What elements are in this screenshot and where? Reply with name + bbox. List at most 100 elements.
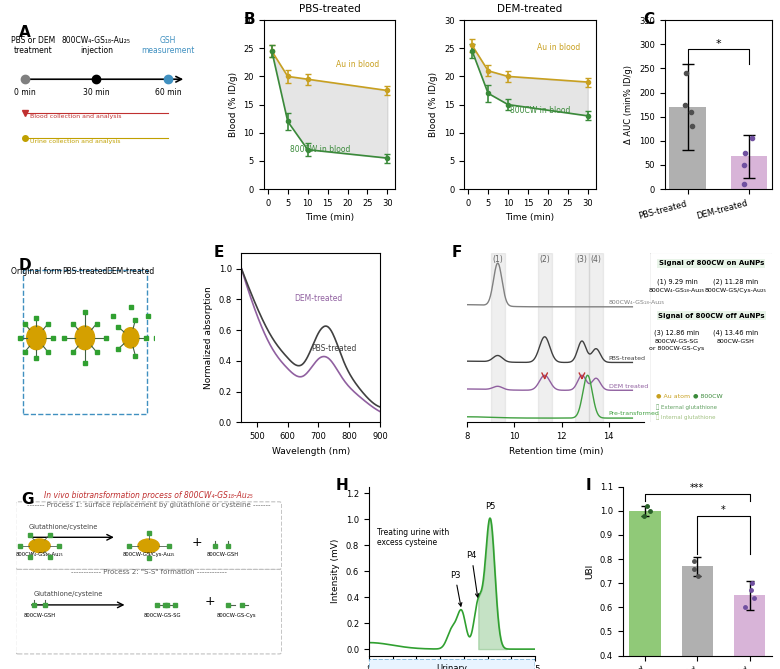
Text: 800CW in blood: 800CW in blood (510, 106, 571, 115)
Text: PBS-treated: PBS-treated (62, 267, 108, 276)
Text: ⟝ Internal glutathione: ⟝ Internal glutathione (656, 414, 716, 420)
Text: Treating urine with
excess cysteine: Treating urine with excess cysteine (378, 528, 449, 547)
DEM-treated (274, 354, 283, 362)
PBS-treated (243, 279, 252, 287)
Text: ------- Process 1: surface replacement by glutathione or cysteine -------: ------- Process 1: surface replacement b… (27, 502, 271, 508)
Text: 800CW in blood: 800CW in blood (290, 145, 350, 154)
Circle shape (27, 326, 46, 350)
X-axis label: Retention time (min): Retention time (min) (509, 447, 603, 456)
Text: Urine collection and analysis: Urine collection and analysis (30, 139, 120, 145)
Bar (734, 595, 765, 669)
Text: +: + (191, 536, 202, 549)
Text: 800CW-GSH: 800CW-GSH (207, 552, 239, 557)
PBS-treated (375, 403, 385, 411)
Text: (1): (1) (492, 255, 503, 264)
Text: C: C (643, 11, 654, 27)
Y-axis label: Intensity (mV): Intensity (mV) (332, 539, 340, 603)
PBS-treated (237, 265, 246, 273)
DEM-treated (245, 291, 254, 299)
DEM-treated (363, 399, 373, 407)
Text: 0 min: 0 min (14, 88, 35, 97)
Bar (731, 157, 768, 189)
Bar (682, 566, 713, 669)
Text: 800CW-GS/Cys-Au₂₅: 800CW-GS/Cys-Au₂₅ (122, 552, 175, 557)
Text: (2): (2) (539, 255, 550, 264)
Y-axis label: Blood (% ID/g): Blood (% ID/g) (229, 72, 238, 137)
Text: *: * (722, 505, 726, 515)
Text: (3): (3) (576, 255, 587, 264)
Text: F: F (452, 245, 463, 260)
Bar (491, 254, 505, 422)
Text: G: G (21, 492, 34, 506)
Text: Urinary: Urinary (437, 664, 467, 669)
FancyBboxPatch shape (369, 659, 535, 669)
Text: ⟝ External glutathione: ⟝ External glutathione (656, 404, 718, 410)
Text: ● Au atom: ● Au atom (656, 393, 690, 398)
Text: 800CW-GSH: 800CW-GSH (23, 613, 55, 617)
Text: PBS-treated: PBS-treated (609, 356, 646, 361)
Text: Pre-transformed: Pre-transformed (609, 411, 660, 416)
Text: ● 800CW: ● 800CW (693, 393, 722, 398)
Text: PBS or DEM
treatment: PBS or DEM treatment (12, 35, 55, 55)
Text: P5: P5 (485, 502, 495, 510)
Text: Au in blood: Au in blood (336, 60, 379, 70)
Circle shape (138, 539, 159, 553)
Bar (629, 510, 661, 669)
Text: ***: *** (690, 484, 704, 494)
Text: Au in blood: Au in blood (537, 43, 580, 52)
Text: ------------ Process 2: "S-S" formation ------------: ------------ Process 2: "S-S" formation … (71, 569, 226, 575)
Text: GSH
measurement: GSH measurement (141, 35, 195, 55)
DEM-treated (368, 403, 378, 411)
Text: or 800CW-GS-Cys: or 800CW-GS-Cys (650, 346, 704, 351)
Text: +: + (204, 595, 215, 608)
Text: *: * (715, 39, 722, 49)
Text: A: A (20, 25, 31, 40)
Text: Signal of 800CW on AuNPs: Signal of 800CW on AuNPs (658, 260, 764, 266)
Text: D: D (19, 258, 31, 274)
Line: PBS-treated: PBS-treated (242, 269, 380, 407)
DEM-treated (263, 335, 272, 343)
PBS-treated (368, 399, 378, 407)
Y-axis label: Δ AUC (min% ID/g): Δ AUC (min% ID/g) (624, 65, 633, 144)
PBS-treated (274, 343, 283, 351)
Text: 800CW₄-GS₁₈-Au₂₅
injection: 800CW₄-GS₁₈-Au₂₅ injection (62, 35, 131, 55)
Y-axis label: Blood (% ID/g): Blood (% ID/g) (429, 72, 438, 137)
Bar (669, 107, 706, 189)
Text: Blood collection and analysis: Blood collection and analysis (30, 114, 122, 119)
X-axis label: Wavelength (nm): Wavelength (nm) (271, 447, 350, 456)
Text: P4: P4 (466, 551, 479, 597)
DEM-treated (243, 282, 252, 290)
PBS-treated (245, 286, 254, 294)
Text: 800CW-GS-Cys: 800CW-GS-Cys (217, 613, 257, 617)
X-axis label: Time (min): Time (min) (505, 213, 555, 222)
Text: H: H (335, 478, 349, 493)
Y-axis label: UBI: UBI (585, 563, 594, 579)
Text: (2) 11.28 min: (2) 11.28 min (713, 279, 758, 285)
Text: E: E (214, 245, 224, 260)
Text: In vivo biotransformation process of 800CW₄-GS₁₈-Au₂₅: In vivo biotransformation process of 800… (44, 490, 253, 500)
Text: 800CW-GSH: 800CW-GSH (717, 339, 754, 344)
Text: (4): (4) (590, 255, 601, 264)
Text: P3: P3 (450, 571, 462, 606)
Bar (23, 270, 147, 414)
Text: 800CW₄-GS₁₈-Au₂₅: 800CW₄-GS₁₈-Au₂₅ (649, 288, 705, 293)
Title: PBS-treated: PBS-treated (299, 4, 360, 14)
Text: DEM-treated: DEM-treated (294, 294, 342, 302)
Circle shape (122, 328, 139, 348)
Text: 800CW-GS-SG: 800CW-GS-SG (144, 613, 181, 617)
PBS-treated (363, 395, 373, 403)
Text: 800CW-GS/Cys-Au₂₅: 800CW-GS/Cys-Au₂₅ (704, 288, 767, 293)
Text: (1) 9.29 min: (1) 9.29 min (657, 279, 697, 285)
Text: 800CW₄-GS₁₈-Au₂₅: 800CW₄-GS₁₈-Au₂₅ (609, 300, 665, 305)
Text: 60 min: 60 min (154, 88, 182, 97)
Text: DEM-treated: DEM-treated (107, 267, 154, 276)
Text: 800CW-GS-SG: 800CW-GS-SG (655, 339, 699, 344)
DEM-treated (375, 407, 385, 415)
Text: 800CW₄-GS₁₈-Au₂₅: 800CW₄-GS₁₈-Au₂₅ (16, 552, 63, 557)
Text: Glutathione/cysteine: Glutathione/cysteine (29, 524, 98, 530)
Text: (4) 13.46 min: (4) 13.46 min (713, 329, 758, 336)
Text: Signal of 800CW off AuNPs: Signal of 800CW off AuNPs (658, 312, 764, 318)
Text: Original form: Original form (11, 267, 62, 276)
Text: B: B (244, 11, 256, 27)
Line: DEM-treated: DEM-treated (242, 269, 380, 411)
